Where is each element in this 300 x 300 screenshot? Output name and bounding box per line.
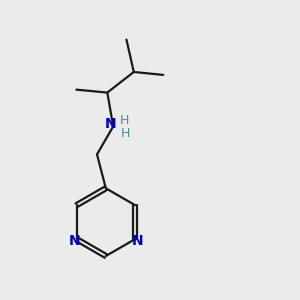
Text: N: N (132, 233, 143, 248)
Text: H: H (121, 127, 130, 140)
Text: N: N (68, 233, 80, 248)
Text: N: N (105, 117, 117, 131)
Text: H: H (120, 114, 129, 127)
